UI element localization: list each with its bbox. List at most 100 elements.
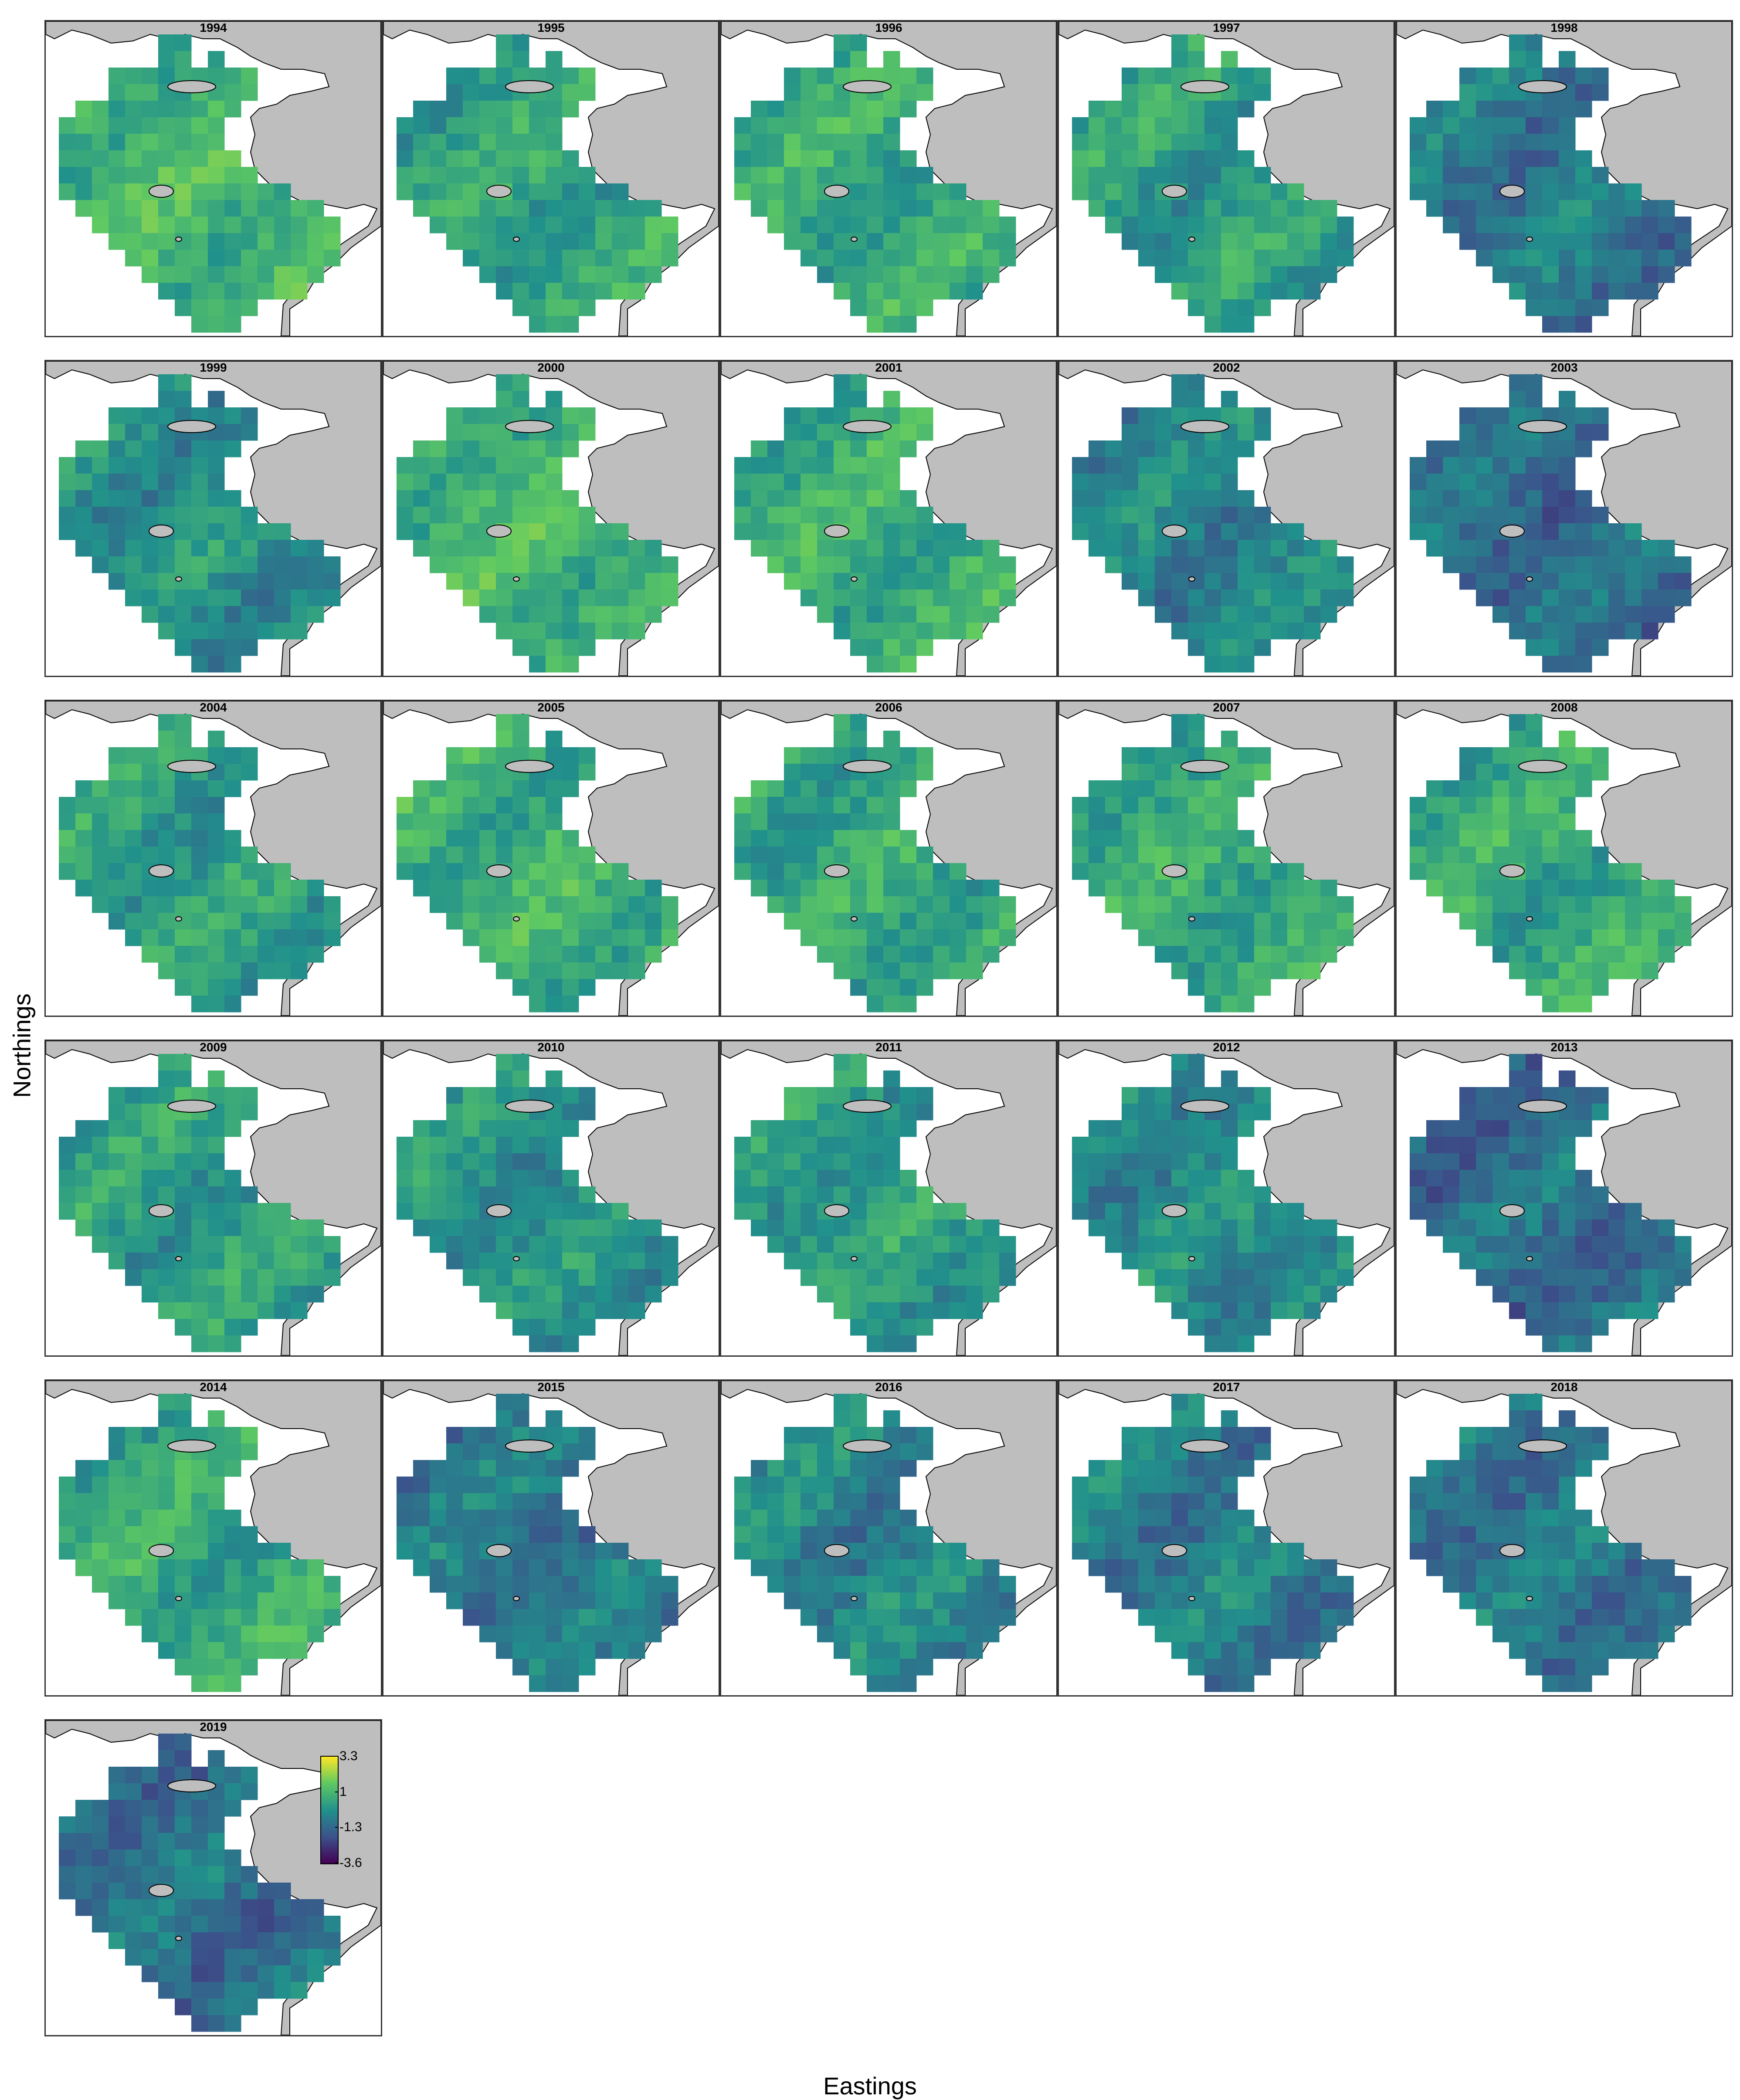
map-panel-1994: 1994	[44, 20, 382, 337]
grid-cell	[1542, 266, 1559, 283]
grid-cell	[142, 407, 159, 424]
grid-cell	[1122, 1460, 1139, 1477]
grid-cell	[224, 780, 241, 797]
grid-cell	[1287, 863, 1304, 880]
grid-cell	[1320, 1609, 1337, 1626]
island	[486, 1204, 512, 1217]
grid-cell	[784, 913, 801, 930]
grid-cell	[800, 1236, 817, 1253]
grid-cell	[512, 134, 529, 151]
grid-cell	[463, 813, 480, 830]
grid-cell	[75, 507, 92, 524]
grid-cell	[1526, 1153, 1543, 1170]
grid-cell	[546, 540, 563, 557]
island	[486, 1544, 512, 1557]
grid-cell	[800, 1510, 817, 1527]
grid-cell	[562, 217, 579, 234]
grid-cell	[883, 266, 900, 283]
grid-cell	[1526, 1609, 1543, 1626]
grid-cell	[258, 589, 275, 606]
grid-cell	[125, 1427, 142, 1444]
grid-cell	[446, 1526, 463, 1543]
grid-cell	[1526, 391, 1543, 408]
grid-cell	[661, 1269, 678, 1286]
grid-cell	[430, 1477, 447, 1494]
map-panel-2013: 2013	[1395, 1040, 1733, 1357]
grid-cell	[966, 250, 983, 267]
grid-cell	[767, 1477, 784, 1494]
grid-cell	[579, 523, 596, 540]
grid-cell	[1320, 913, 1337, 930]
grid-cell	[661, 1576, 678, 1593]
grid-cell	[158, 1949, 175, 1966]
grid-cell	[883, 1186, 900, 1203]
grid-cell	[1492, 68, 1509, 85]
grid-cell	[274, 573, 291, 590]
grid-cell	[1171, 1510, 1188, 1527]
grid-cell	[75, 1219, 92, 1236]
grid-cell	[1271, 1609, 1288, 1626]
grid-cell	[224, 407, 241, 424]
grid-cell	[883, 217, 900, 234]
grid-cell	[850, 1319, 867, 1336]
grid-cell	[933, 623, 950, 640]
grid-cell	[867, 1493, 884, 1510]
grid-cell	[1526, 880, 1543, 897]
grid-cell	[1105, 1526, 1122, 1543]
grid-cell	[496, 457, 513, 474]
grid-cell	[850, 896, 867, 913]
grid-cell	[867, 797, 884, 814]
grid-cell	[983, 556, 1000, 573]
grid-cell	[900, 1120, 917, 1137]
grid-cell	[109, 556, 125, 573]
grid-cell	[1642, 1236, 1659, 1253]
grid-cell	[983, 1576, 1000, 1593]
grid-cell	[1608, 266, 1625, 283]
grid-cell	[158, 1087, 175, 1104]
grid-cell	[1542, 929, 1559, 946]
grid-cell	[224, 1982, 241, 1999]
grid-cell	[1642, 1269, 1659, 1286]
grid-cell	[1642, 962, 1659, 979]
grid-cell	[950, 929, 967, 946]
grid-cell	[446, 101, 463, 118]
grid-cell	[612, 1609, 629, 1626]
grid-cell	[175, 1070, 192, 1087]
grid-cell	[512, 1543, 529, 1560]
grid-cell	[397, 1477, 414, 1494]
grid-cell	[1443, 896, 1460, 913]
grid-cell	[1509, 929, 1526, 946]
grid-cell	[1221, 266, 1238, 283]
grid-cell	[1426, 457, 1443, 474]
grid-cell	[950, 283, 967, 300]
grid-cell	[546, 217, 563, 234]
grid-cell	[1155, 1137, 1172, 1154]
grid-cell	[92, 101, 109, 118]
map-2000	[383, 361, 719, 676]
grid-cell	[125, 1866, 142, 1883]
grid-cell	[834, 407, 851, 424]
grid-cell	[1221, 1070, 1238, 1087]
grid-cell	[546, 1477, 563, 1494]
grid-cell	[1204, 1203, 1221, 1220]
grid-cell	[1287, 1203, 1304, 1220]
grid-cell	[175, 1203, 192, 1220]
grid-cell	[496, 1576, 513, 1593]
island	[167, 420, 216, 433]
grid-cell	[191, 1236, 208, 1253]
grid-cell	[834, 1120, 851, 1137]
grid-cell	[546, 183, 563, 200]
grid-cell	[274, 183, 291, 200]
grid-cell	[397, 1203, 414, 1220]
grid-cell	[1138, 507, 1155, 524]
grid-cell	[883, 1070, 900, 1087]
grid-cell	[109, 167, 125, 184]
grid-cell	[1238, 1543, 1255, 1560]
grid-cell	[612, 217, 629, 234]
grid-cell	[1526, 589, 1543, 606]
grid-cell	[208, 847, 225, 864]
grid-cell	[496, 1286, 513, 1303]
grid-cell	[1122, 797, 1139, 814]
grid-cell	[224, 1526, 241, 1543]
grid-cell	[1221, 457, 1238, 474]
